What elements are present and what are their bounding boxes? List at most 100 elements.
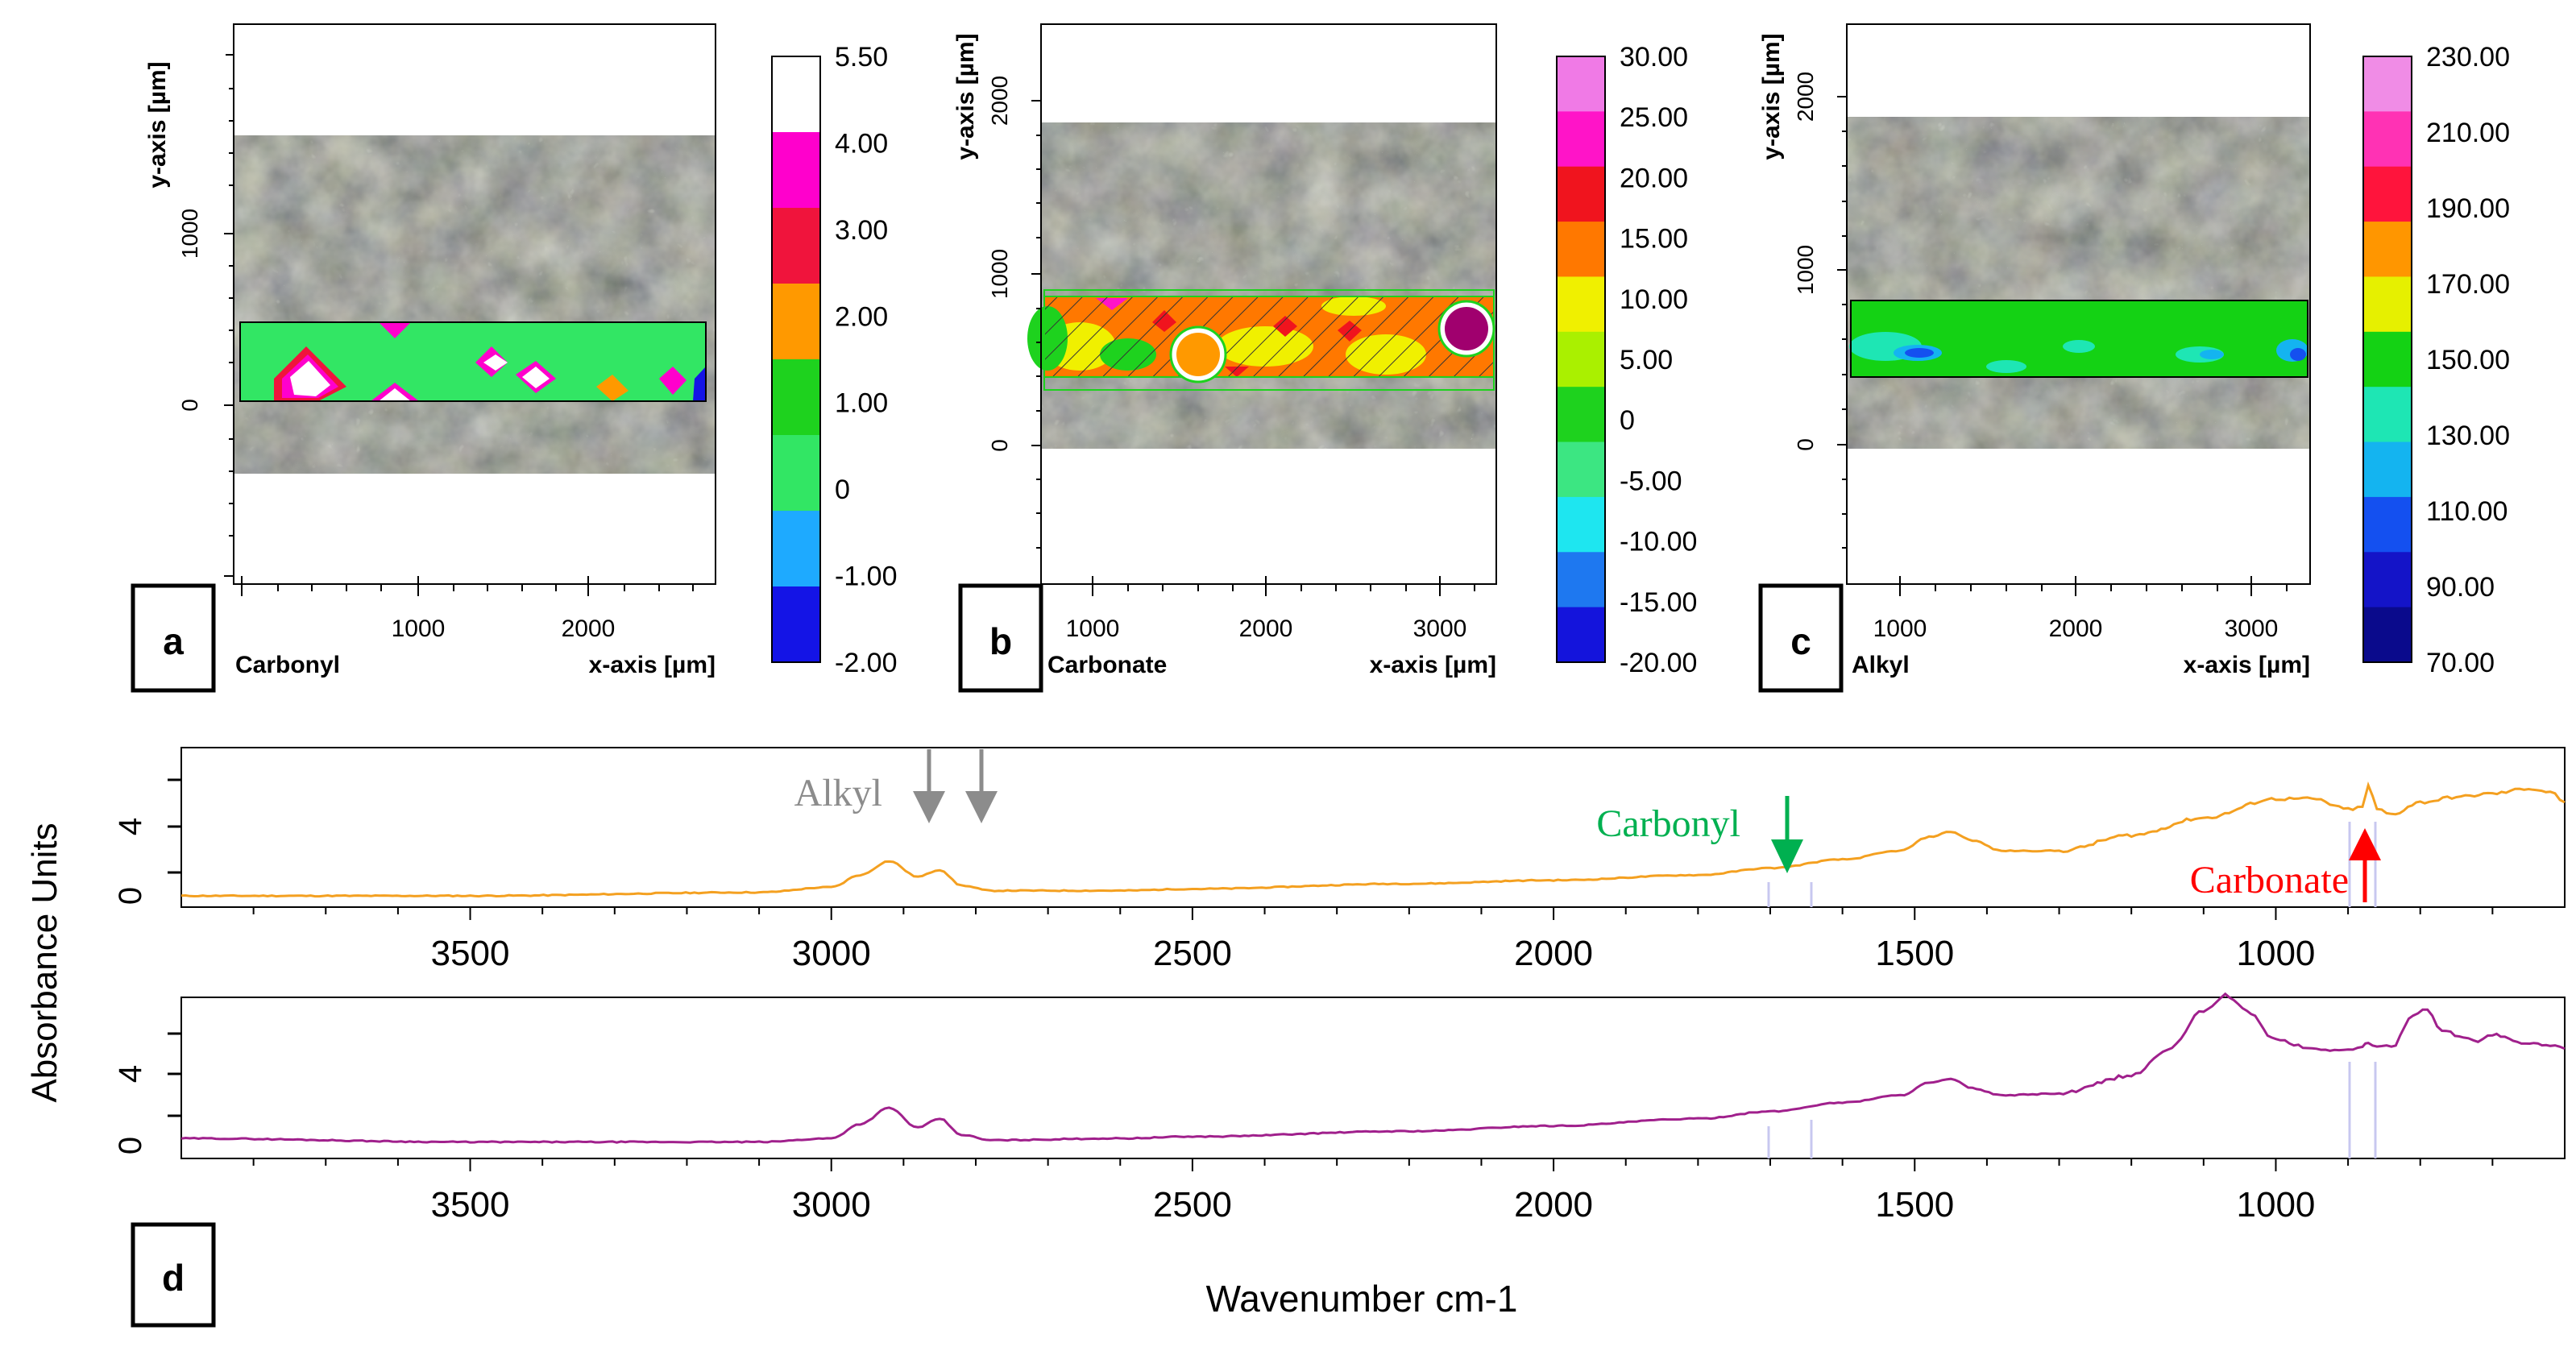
colorbar-swatch: [1557, 607, 1605, 663]
spectrum-x-tick-label: 3500: [431, 1185, 510, 1225]
spectrum-y-axis-label: Absorbance Units: [25, 823, 64, 1102]
spectrum-bottom-y-axis: [168, 1032, 181, 1117]
colorbar-swatch: [2363, 276, 2412, 333]
colorbar-swatch: [1557, 276, 1605, 333]
spectrum-bottom-frame: [180, 997, 2566, 1159]
panel-a-x-axis: [234, 576, 716, 596]
panel-d-label-box: [131, 1222, 216, 1328]
spectrum-bottom-line: [180, 992, 2566, 1144]
carbonate-annotation: Carbonate: [2190, 828, 2381, 902]
panel-b-x-tick-label: 3000: [1413, 615, 1467, 642]
panel-b-map-label: Carbonate: [1047, 652, 1167, 678]
spectrum-x-tick-label: 1500: [1875, 934, 1954, 973]
panel-a-colorbar: 5.50 4.00 3.00 2.00 1.00 0 -1.00 -2.00: [771, 42, 898, 678]
panel-c-rock-image: [1848, 117, 2309, 449]
colorbar-tick-label: -2.00: [835, 648, 898, 678]
spectrum-bottom-y-tick-label: 0: [113, 1137, 148, 1154]
colorbar-swatch: [772, 359, 820, 436]
panel-b: 2000 1000 0 y-axis [µm] 1000 2000 3000 C…: [952, 23, 1697, 693]
colorbar-swatch: [772, 511, 820, 587]
colorbar-swatch: [2363, 222, 2412, 277]
colorbar-tick-label: -15.00: [1620, 587, 1697, 618]
panel-c: 2000 1000 0 y-axis [µm] 1000 2000 3000 A…: [1758, 23, 2510, 693]
colorbar-swatch: [1557, 111, 1605, 168]
panel-b-y-axis: [1031, 24, 1042, 584]
panel-a-heatmap: [239, 321, 707, 402]
colorbar-tick-label: 25.00: [1620, 102, 1688, 133]
panel-a-x-tick-label: 2000: [562, 615, 616, 642]
colorbar-swatch: [1557, 56, 1605, 112]
colorbar-tick-label: 5.00: [1620, 345, 1673, 375]
colorbar-swatch: [772, 586, 820, 663]
colorbar-tick-label: 170.00: [2426, 269, 2510, 300]
panel-d: 4 0 4 0 Absorbance Units 3500 3000 2500 200…: [25, 747, 2566, 1328]
colorbar-swatch: [1557, 166, 1605, 222]
colorbar-border: [771, 56, 821, 663]
spectrum-bottom-x-axis: 3500 3000 2500 2000 1500 1000: [252, 1158, 2494, 1225]
colorbar-swatch: [772, 56, 820, 133]
colorbar-swatch: [2363, 607, 2412, 663]
panel-b-y-tick-label: 1000: [987, 249, 1012, 299]
colorbar-swatch: [2363, 552, 2412, 608]
alkyl-annotation: Alkyl: [794, 749, 998, 823]
spectrum-x-tick-label: 2000: [1514, 1185, 1593, 1225]
colorbar-swatch: [772, 208, 820, 284]
spectrum-top-x-axis: 3500 3000 2500 2000 1500 1000: [252, 907, 2494, 973]
panel-b-x-tick-label: 1000: [1066, 615, 1120, 642]
panel-c-y-axis-label: y-axis [µm]: [1758, 33, 1785, 160]
colorbar-swatch: [2363, 111, 2412, 168]
colorbar-tick-label: 30.00: [1620, 42, 1688, 73]
panel-a-rock-image: [234, 135, 715, 474]
colorbar-swatch: [2363, 166, 2412, 222]
colorbar-tick-label: 110.00: [2426, 496, 2508, 527]
colorbar-tick-label: 230.00: [2426, 42, 2510, 73]
colorbar-swatch: [1557, 222, 1605, 277]
panel-a-label: a: [163, 620, 184, 662]
colorbar-border: [1556, 56, 1606, 663]
colorbar-swatch: [2363, 331, 2412, 387]
panel-b-label: b: [989, 620, 1012, 662]
panel-a-label-box: [131, 583, 216, 693]
panel-c-y-axis: [1837, 24, 1848, 584]
colorbar-tick-label: 3.00: [835, 215, 888, 246]
spectrum-x-tick-label: 1000: [2237, 934, 2316, 973]
colorbar-swatch: [2363, 387, 2412, 443]
spectrum-x-axis-label: Wavenumber cm-1: [1206, 1278, 1518, 1320]
panel-c-y-tick-label: 1000: [1793, 245, 1818, 295]
alkyl-label: Alkyl: [794, 772, 882, 814]
spectrum-x-tick-label: 2500: [1153, 1185, 1232, 1225]
panel-b-x-tick-label: 2000: [1239, 615, 1293, 642]
colorbar-tick-label: -1.00: [835, 562, 898, 592]
colorbar-swatch: [772, 284, 820, 360]
panel-a-x-axis-label: x-axis [µm]: [589, 652, 716, 678]
panel-c-x-tick-label: 1000: [1873, 615, 1927, 642]
panel-c-x-axis: [1847, 576, 2310, 596]
colorbar-swatch: [1557, 496, 1605, 553]
colorbar-tick-label: 0: [835, 475, 850, 505]
panel-c-x-tick-label: 2000: [2049, 615, 2103, 642]
colorbar-tick-label: 0: [1620, 405, 1635, 436]
spectrum-x-tick-label: 1000: [2237, 1185, 2316, 1225]
panel-b-y-axis-label: y-axis [µm]: [952, 33, 979, 160]
spectrum-top-y-tick-label: 0: [113, 887, 148, 905]
colorbar-tick-label: 1.00: [835, 388, 888, 419]
panel-a-x-tick-label: 1000: [392, 615, 446, 642]
colorbar-swatch: [2363, 56, 2412, 112]
colorbar-tick-label: 90.00: [2426, 572, 2495, 603]
colorbar-tick-label: 70.00: [2426, 648, 2495, 678]
panel-c-x-axis-label: x-axis [µm]: [2184, 652, 2310, 678]
colorbar-swatch: [772, 132, 820, 209]
panel-a: 1000 0 y-axis [µm] 1000 2000 Carbonyl x-…: [131, 23, 898, 693]
colorbar-tick-label: -20.00: [1620, 648, 1697, 678]
spectrum-x-tick-label: 3500: [431, 934, 510, 973]
panel-b-y-tick-label: 0: [987, 439, 1012, 452]
colorbar-tick-label: -10.00: [1620, 527, 1697, 557]
colorbar-border: [2362, 56, 2412, 663]
spectrum-top-line: [180, 781, 2566, 898]
colorbar-swatch: [1557, 552, 1605, 608]
carbonyl-annotation: Carbonyl: [1596, 796, 1803, 873]
panel-c-map-label: Alkyl: [1852, 652, 1910, 678]
colorbar-tick-label: 15.00: [1620, 224, 1688, 255]
spectrum-x-tick-label: 1500: [1875, 1185, 1954, 1225]
